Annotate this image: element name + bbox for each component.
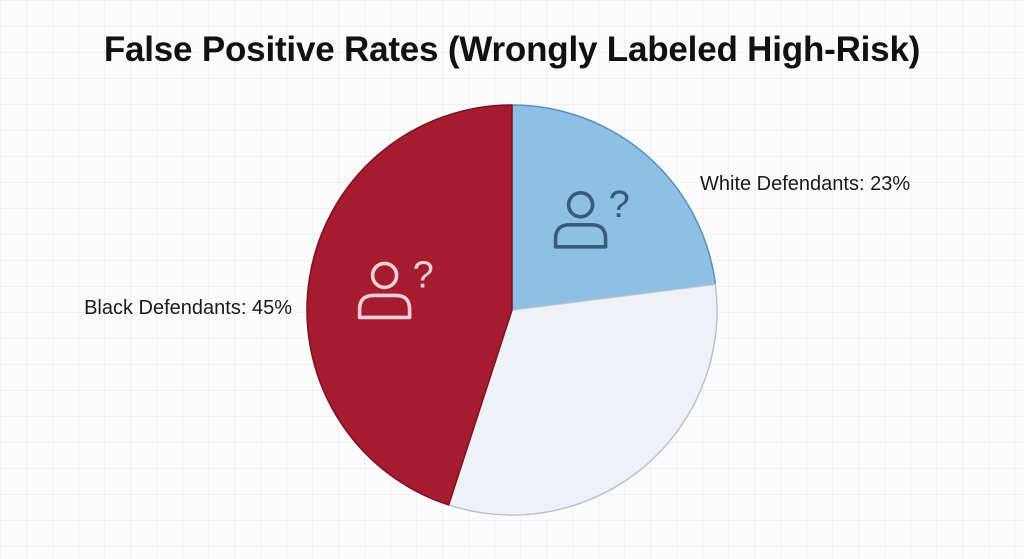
pie-slice-white-defendants	[511, 104, 717, 311]
pie-slice-remainder	[447, 283, 718, 516]
svg-text:?: ?	[609, 184, 630, 226]
chart-title: False Positive Rates (Wrongly Labeled Hi…	[103, 30, 921, 69]
user-question-icon: ?	[357, 254, 434, 320]
user-question-icon: ?	[553, 184, 630, 249]
slice-label-white-defendants: White Defendants: 23%	[700, 173, 910, 195]
slice-label-black-defendants: Black Defendants: 45%	[84, 297, 292, 319]
svg-text:?: ?	[413, 254, 434, 296]
